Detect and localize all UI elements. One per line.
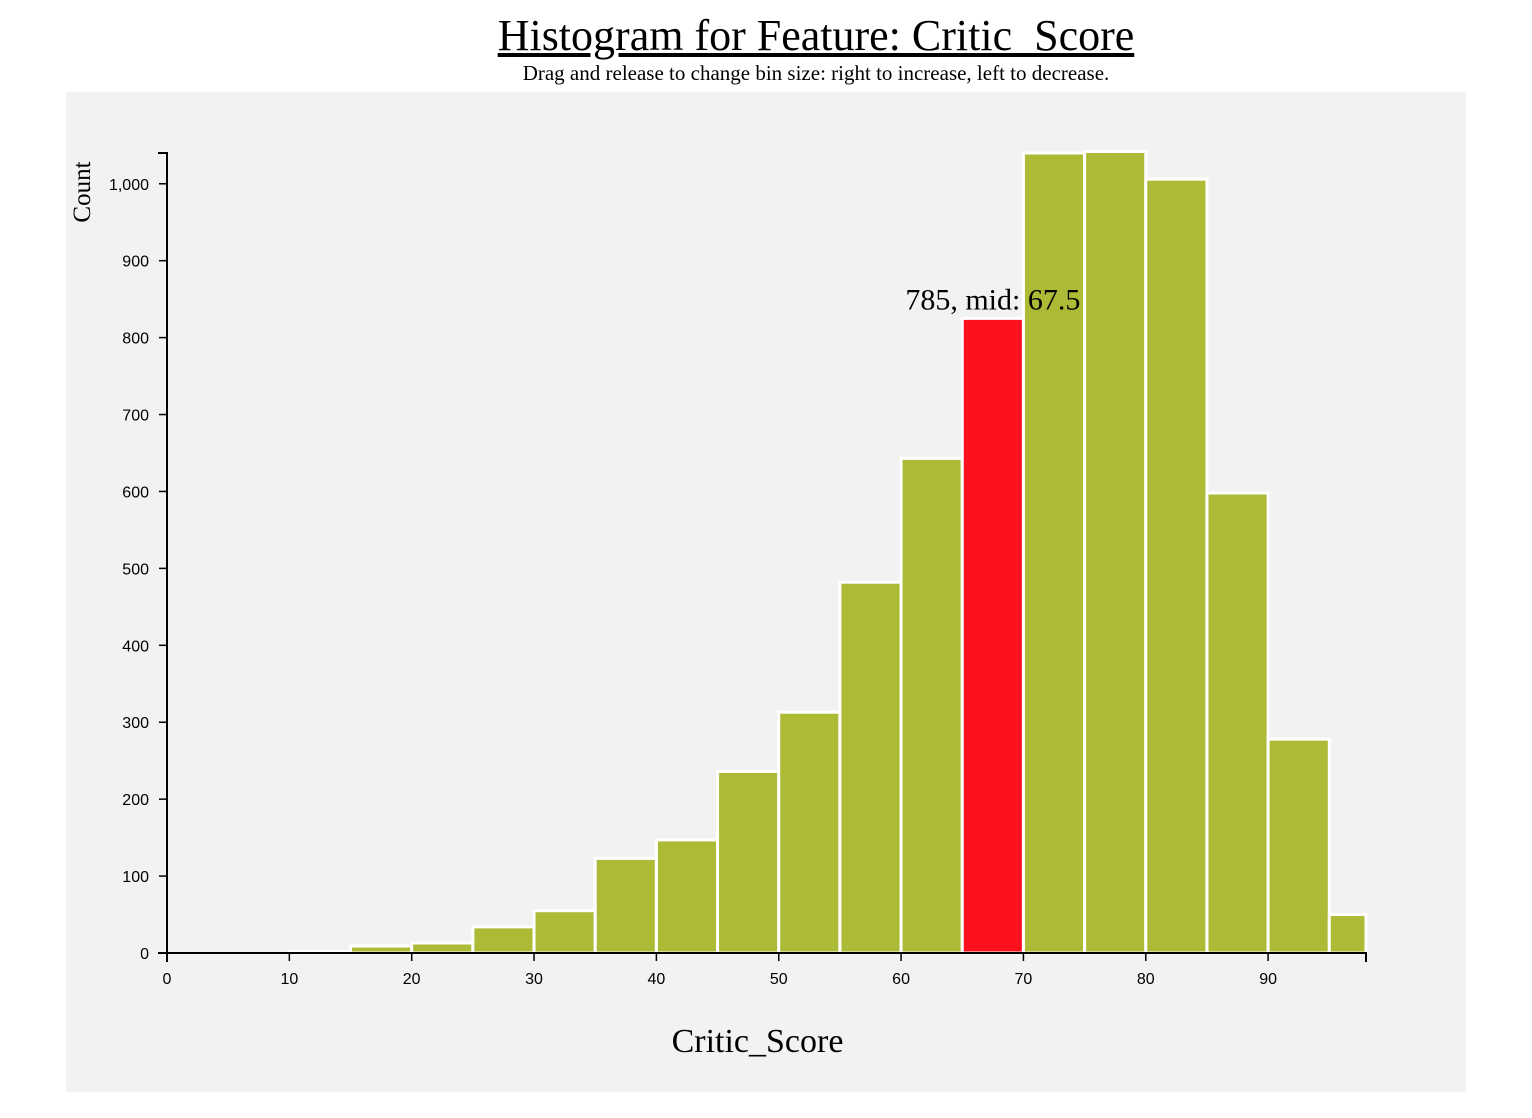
x-axis-title: Critic_Score bbox=[672, 1023, 844, 1060]
y-tick-label: 500 bbox=[122, 561, 149, 578]
chart-subtitle: Drag and release to change bin size: rig… bbox=[522, 61, 1110, 85]
histogram-bar[interactable] bbox=[1327, 913, 1368, 955]
histogram-bar-highlighted[interactable] bbox=[960, 316, 1025, 955]
histogram-bar[interactable] bbox=[1205, 491, 1270, 955]
histogram-bar[interactable] bbox=[471, 925, 536, 955]
y-tick-label: 800 bbox=[122, 331, 149, 348]
histogram-bar[interactable] bbox=[899, 456, 964, 955]
x-tick-label: 0 bbox=[163, 971, 172, 988]
x-tick-label: 60 bbox=[892, 971, 910, 988]
histogram-bar[interactable] bbox=[593, 856, 658, 955]
x-tick-label: 10 bbox=[280, 971, 298, 988]
x-axis: 0 10 20 30 40 50 60 70 80 90 bbox=[163, 952, 1367, 988]
y-tick-label: 400 bbox=[122, 638, 149, 655]
histogram-bar[interactable] bbox=[410, 941, 475, 955]
y-axis-title: Count bbox=[69, 161, 96, 222]
bars-group bbox=[287, 149, 1368, 955]
x-tick-label: 70 bbox=[1015, 971, 1033, 988]
histogram-bar[interactable] bbox=[349, 944, 414, 955]
histogram-bar[interactable] bbox=[716, 769, 781, 955]
y-tick-label: 100 bbox=[122, 869, 149, 886]
histogram-bar[interactable] bbox=[654, 838, 720, 955]
y-axis: 0 100 200 300 400 500 600 700 800 900 1,000 bbox=[109, 152, 168, 963]
hover-label: 785, mid: 67.5 bbox=[905, 283, 1080, 316]
histogram-bar[interactable] bbox=[777, 710, 842, 955]
y-tick-label: 0 bbox=[140, 946, 149, 963]
y-tick-label: 1,000 bbox=[109, 177, 149, 194]
x-tick-label: 50 bbox=[770, 971, 788, 988]
x-tick-label: 30 bbox=[525, 971, 543, 988]
histogram-bar[interactable] bbox=[838, 580, 903, 955]
histogram-bar[interactable] bbox=[532, 909, 597, 955]
y-tick-label: 700 bbox=[122, 408, 149, 425]
x-tick-label: 20 bbox=[403, 971, 421, 988]
y-tick-label: 300 bbox=[122, 715, 149, 732]
y-tick-label: 200 bbox=[122, 792, 149, 809]
histogram-bar[interactable] bbox=[1144, 177, 1209, 955]
histogram-bar[interactable] bbox=[1083, 149, 1148, 955]
x-tick-label: 80 bbox=[1137, 971, 1155, 988]
x-tick-label: 90 bbox=[1259, 971, 1277, 988]
x-tick-label: 40 bbox=[647, 971, 665, 988]
histogram-bar[interactable] bbox=[1021, 151, 1087, 955]
y-tick-label: 600 bbox=[122, 484, 149, 501]
y-tick-label: 900 bbox=[122, 254, 149, 271]
histogram-bar[interactable] bbox=[1266, 737, 1331, 955]
chart-title: Histogram for Feature: Critic_Score bbox=[497, 11, 1135, 60]
